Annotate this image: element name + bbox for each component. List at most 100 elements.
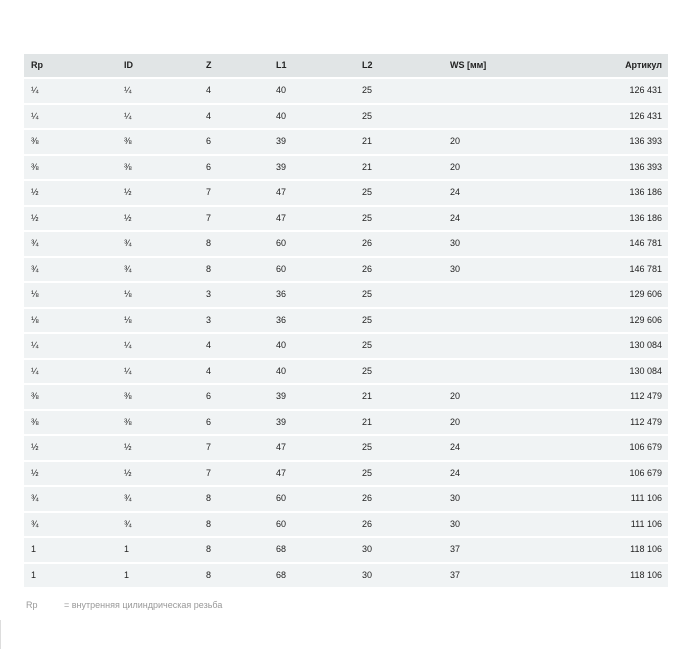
table-cell: 25 bbox=[362, 442, 373, 452]
table-cell: 7 bbox=[206, 212, 212, 223]
table-row: ¼ ¼ 4 40 25 130 084 bbox=[24, 359, 668, 385]
table-cell: 146 781 bbox=[629, 263, 662, 274]
table-cell: 30 bbox=[362, 569, 373, 580]
table-row: ¼ ¼ 4 40 25 126 431 bbox=[24, 104, 668, 130]
table-cell: 25 bbox=[362, 187, 373, 197]
table-row: ½ ½ 7 47 25 24 136 186 bbox=[24, 181, 668, 207]
table-cell: 25 bbox=[362, 289, 373, 299]
table-cell: 7 bbox=[206, 442, 212, 452]
column-header: Z bbox=[206, 60, 212, 70]
table-cell: ½ bbox=[31, 212, 39, 223]
column-header: ID bbox=[124, 60, 133, 70]
table-cell: 3 bbox=[206, 314, 212, 325]
table-cell: 68 bbox=[276, 544, 287, 554]
table-cell: ½ bbox=[124, 212, 132, 223]
table-cell: ¾ bbox=[124, 238, 132, 248]
table-cell: 136 393 bbox=[629, 161, 662, 172]
table-cell: 6 bbox=[206, 161, 212, 172]
table-cell: ¼ bbox=[31, 85, 39, 95]
table-cell: ½ bbox=[31, 187, 39, 197]
table-cell: 112 479 bbox=[630, 391, 662, 401]
table-row: ⅛ ⅛ 3 36 25 129 606 bbox=[24, 308, 668, 334]
table-cell: ¾ bbox=[31, 493, 39, 503]
table-cell: 39 bbox=[276, 416, 287, 427]
table-cell: ½ bbox=[124, 442, 132, 452]
table-cell: 20 bbox=[450, 161, 461, 172]
table-cell: 130 084 bbox=[629, 340, 662, 350]
table-cell: ⅜ bbox=[124, 391, 132, 401]
table-cell: 111 106 bbox=[630, 493, 662, 503]
table-row: ⅜ ⅜ 6 39 21 20 136 393 bbox=[24, 155, 668, 181]
table-cell: 25 bbox=[362, 365, 373, 376]
table-cell: 4 bbox=[206, 85, 212, 95]
table-cell: 21 bbox=[362, 161, 373, 172]
table-row: ¾ ¾ 8 60 26 30 146 781 bbox=[24, 257, 668, 283]
table-cell: ¾ bbox=[124, 518, 132, 529]
table-cell: 129 606 bbox=[629, 314, 662, 325]
table-cell: 136 186 bbox=[629, 212, 662, 223]
table-cell: 47 bbox=[276, 467, 287, 478]
table-cell: 6 bbox=[206, 136, 212, 146]
table-cell: 118 106 bbox=[630, 544, 662, 554]
table-cell: ¼ bbox=[124, 110, 132, 121]
table-cell: 8 bbox=[206, 569, 212, 580]
table-row: 1 1 8 68 30 37 118 106 bbox=[24, 563, 668, 589]
table-row: 1 1 8 68 30 37 118 106 bbox=[24, 538, 668, 564]
table-cell: ¾ bbox=[124, 493, 132, 503]
table-row: ½ ½ 7 47 25 24 136 186 bbox=[24, 206, 668, 232]
table-cell: ¼ bbox=[124, 85, 132, 95]
column-header: WS [мм] bbox=[450, 60, 487, 70]
table-cell: 25 bbox=[362, 110, 373, 121]
footnote: Rp = внутренняя цилиндрическая резьба bbox=[26, 600, 222, 610]
table-row: ¾ ¾ 8 60 26 30 111 106 bbox=[24, 487, 668, 513]
table-cell: 4 bbox=[206, 110, 212, 121]
table-cell: 36 bbox=[276, 314, 287, 325]
column-header: L1 bbox=[276, 60, 287, 70]
table-cell: 30 bbox=[362, 544, 373, 554]
table-cell: ⅜ bbox=[31, 161, 39, 172]
table-row: ½ ½ 7 47 25 24 106 679 bbox=[24, 461, 668, 487]
table-cell: ½ bbox=[124, 467, 132, 478]
table-cell: 39 bbox=[276, 161, 287, 172]
table-cell: 1 bbox=[124, 569, 130, 580]
table-cell: 130 084 bbox=[629, 365, 662, 376]
table-cell: 47 bbox=[276, 212, 287, 223]
table-cell: 39 bbox=[276, 391, 287, 401]
table-cell: 25 bbox=[362, 314, 373, 325]
table-cell: 1 bbox=[124, 544, 130, 554]
table-cell: 37 bbox=[450, 569, 461, 580]
table-cell: 8 bbox=[206, 263, 212, 274]
table-cell: ⅛ bbox=[124, 314, 132, 325]
table-cell: 60 bbox=[276, 263, 287, 274]
table-cell: 21 bbox=[362, 391, 373, 401]
table-cell: ⅛ bbox=[124, 289, 132, 299]
table-row: ¾ ¾ 8 60 26 30 111 106 bbox=[24, 512, 668, 538]
table-cell: 3 bbox=[206, 289, 212, 299]
table-cell: ⅜ bbox=[31, 136, 39, 146]
table-cell: 26 bbox=[362, 518, 373, 529]
table-cell: ¾ bbox=[31, 518, 39, 529]
table-cell: ⅜ bbox=[124, 136, 132, 146]
table-cell: 36 bbox=[276, 289, 287, 299]
table-cell: 7 bbox=[206, 187, 212, 197]
table-cell: 126 431 bbox=[629, 85, 662, 95]
table-cell: 111 106 bbox=[630, 518, 662, 529]
table-cell: ⅜ bbox=[124, 416, 132, 427]
table-row: ¼ ¼ 4 40 25 126 431 bbox=[24, 79, 668, 105]
table-cell: 136 186 bbox=[629, 187, 662, 197]
table-cell: 26 bbox=[362, 493, 373, 503]
column-header: Rp bbox=[31, 60, 43, 70]
table-row: ½ ½ 7 47 25 24 106 679 bbox=[24, 436, 668, 462]
table-cell: 39 bbox=[276, 136, 287, 146]
table-cell: 106 679 bbox=[629, 442, 662, 452]
table-cell: ¾ bbox=[124, 263, 132, 274]
divider bbox=[0, 620, 1, 649]
table-cell: 126 431 bbox=[629, 110, 662, 121]
table-cell: ¼ bbox=[31, 365, 39, 376]
table-cell: ½ bbox=[31, 442, 39, 452]
table-cell: 7 bbox=[206, 467, 212, 478]
table-header: Rp ID Z L1 L2 WS [мм] Артикул bbox=[24, 54, 668, 79]
table-row: ⅜ ⅜ 6 39 21 20 136 393 bbox=[24, 130, 668, 156]
table-cell: 106 679 bbox=[629, 467, 662, 478]
table-cell: ¾ bbox=[31, 238, 39, 248]
